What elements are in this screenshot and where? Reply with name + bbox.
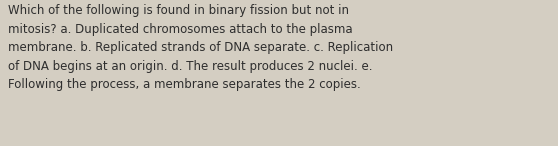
- Text: Which of the following is found in binary fission but not in
mitosis? a. Duplica: Which of the following is found in binar…: [8, 4, 393, 91]
